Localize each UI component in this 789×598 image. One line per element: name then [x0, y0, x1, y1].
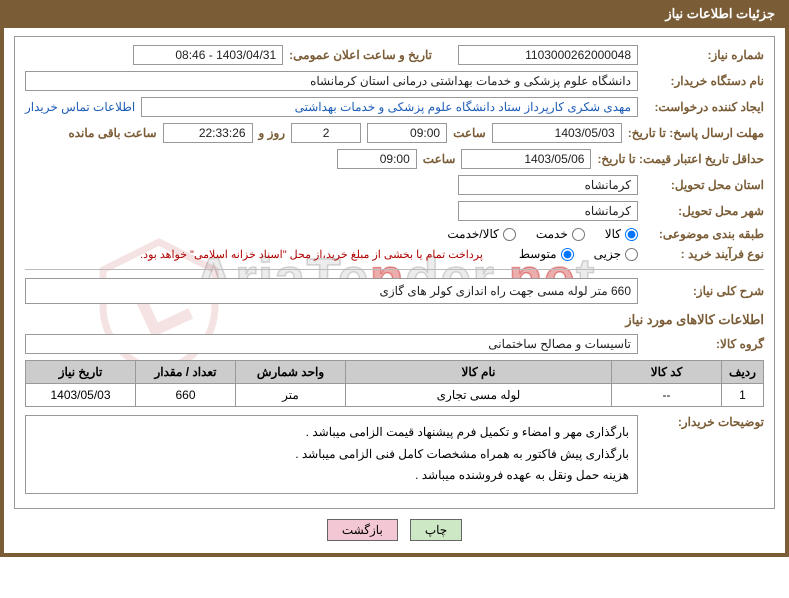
label-announce: تاریخ و ساعت اعلان عمومی: — [289, 48, 432, 62]
field-time-left: 22:33:26 — [163, 123, 253, 143]
label-requester: ایجاد کننده درخواست: — [644, 100, 764, 114]
details-frame: شماره نیاز: 1103000262000048 تاریخ و ساع… — [14, 36, 775, 509]
th-code: کد کالا — [612, 361, 722, 384]
field-days-left: 2 — [291, 123, 361, 143]
th-qty: تعداد / مقدار — [136, 361, 236, 384]
note-line: بارگذاری پیش فاکتور به همراه مشخصات کامل… — [34, 444, 629, 466]
label-city: شهر محل تحویل: — [644, 204, 764, 218]
payment-note: پرداخت تمام یا بخشی از مبلغ خرید،از محل … — [140, 248, 483, 261]
table-row: 1 -- لوله مسی تجاری متر 660 1403/05/03 — [26, 384, 764, 407]
contact-link[interactable]: اطلاعات تماس خریدار — [25, 100, 135, 114]
field-city: کرمانشاه — [458, 201, 638, 221]
panel-title: جزئیات اطلاعات نیاز — [4, 0, 785, 28]
label-days-and: روز و — [259, 126, 286, 140]
label-hour-1: ساعت — [453, 126, 486, 140]
section-goods-info: اطلاعات کالاهای مورد نیاز — [25, 312, 764, 328]
print-button[interactable]: چاپ — [410, 519, 462, 541]
th-unit: واحد شمارش — [236, 361, 346, 384]
field-buyer-org: دانشگاه علوم پزشکی و خدمات بهداشتی درمان… — [25, 71, 638, 91]
label-buyer-org: نام دستگاه خریدار: — [644, 74, 764, 88]
field-goods-group: تاسیسات و مصالح ساختمانی — [25, 334, 638, 354]
field-validity-hour: 09:00 — [337, 149, 417, 169]
label-remain: ساعت باقی مانده — [68, 126, 156, 140]
radio-goods[interactable]: کالا — [605, 227, 638, 241]
label-deadline: مهلت ارسال پاسخ: تا تاریخ: — [628, 126, 764, 140]
back-button[interactable]: بازگشت — [327, 519, 398, 541]
label-process: نوع فرآیند خرید : — [644, 247, 764, 261]
label-buyer-notes: توضیحات خریدار: — [644, 415, 764, 429]
field-req-no: 1103000262000048 — [458, 45, 638, 65]
th-row: ردیف — [722, 361, 764, 384]
field-deadline-date: 1403/05/03 — [492, 123, 622, 143]
label-req-no: شماره نیاز: — [644, 48, 764, 62]
radio-partial[interactable]: جزیی — [594, 247, 638, 261]
field-announce: 1403/04/31 - 08:46 — [133, 45, 283, 65]
label-category: طبقه بندی موضوعی: — [644, 227, 764, 241]
field-deadline-hour: 09:00 — [367, 123, 447, 143]
note-line: بارگذاری مهر و امضاء و تکمیل فرم پیشنهاد… — [34, 422, 629, 444]
label-hour-2: ساعت — [423, 152, 456, 166]
field-requester: مهدی شکری کارپرداز ستاد دانشگاه علوم پزش… — [141, 97, 638, 117]
field-province: کرمانشاه — [458, 175, 638, 195]
radio-medium[interactable]: متوسط — [519, 247, 574, 261]
label-validity: حداقل تاریخ اعتبار قیمت: تا تاریخ: — [597, 152, 764, 166]
note-line: هزینه حمل ونقل به عهده فروشنده میباشد . — [34, 465, 629, 487]
th-date: تاریخ نیاز — [26, 361, 136, 384]
radio-both[interactable]: کالا/خدمت — [447, 227, 515, 241]
label-goods-group: گروه کالا: — [644, 337, 764, 351]
th-name: نام کالا — [346, 361, 612, 384]
buyer-notes-box: بارگذاری مهر و امضاء و تکمیل فرم پیشنهاد… — [25, 415, 638, 494]
field-main-desc: 660 متر لوله مسی جهت راه اندازی کولر های… — [25, 278, 638, 304]
goods-table: ردیف کد کالا نام کالا واحد شمارش تعداد /… — [25, 360, 764, 407]
radio-service[interactable]: خدمت — [536, 227, 585, 241]
label-province: استان محل تحویل: — [644, 178, 764, 192]
label-main-desc: شرح کلی نیاز: — [644, 284, 764, 298]
field-validity-date: 1403/05/06 — [461, 149, 591, 169]
